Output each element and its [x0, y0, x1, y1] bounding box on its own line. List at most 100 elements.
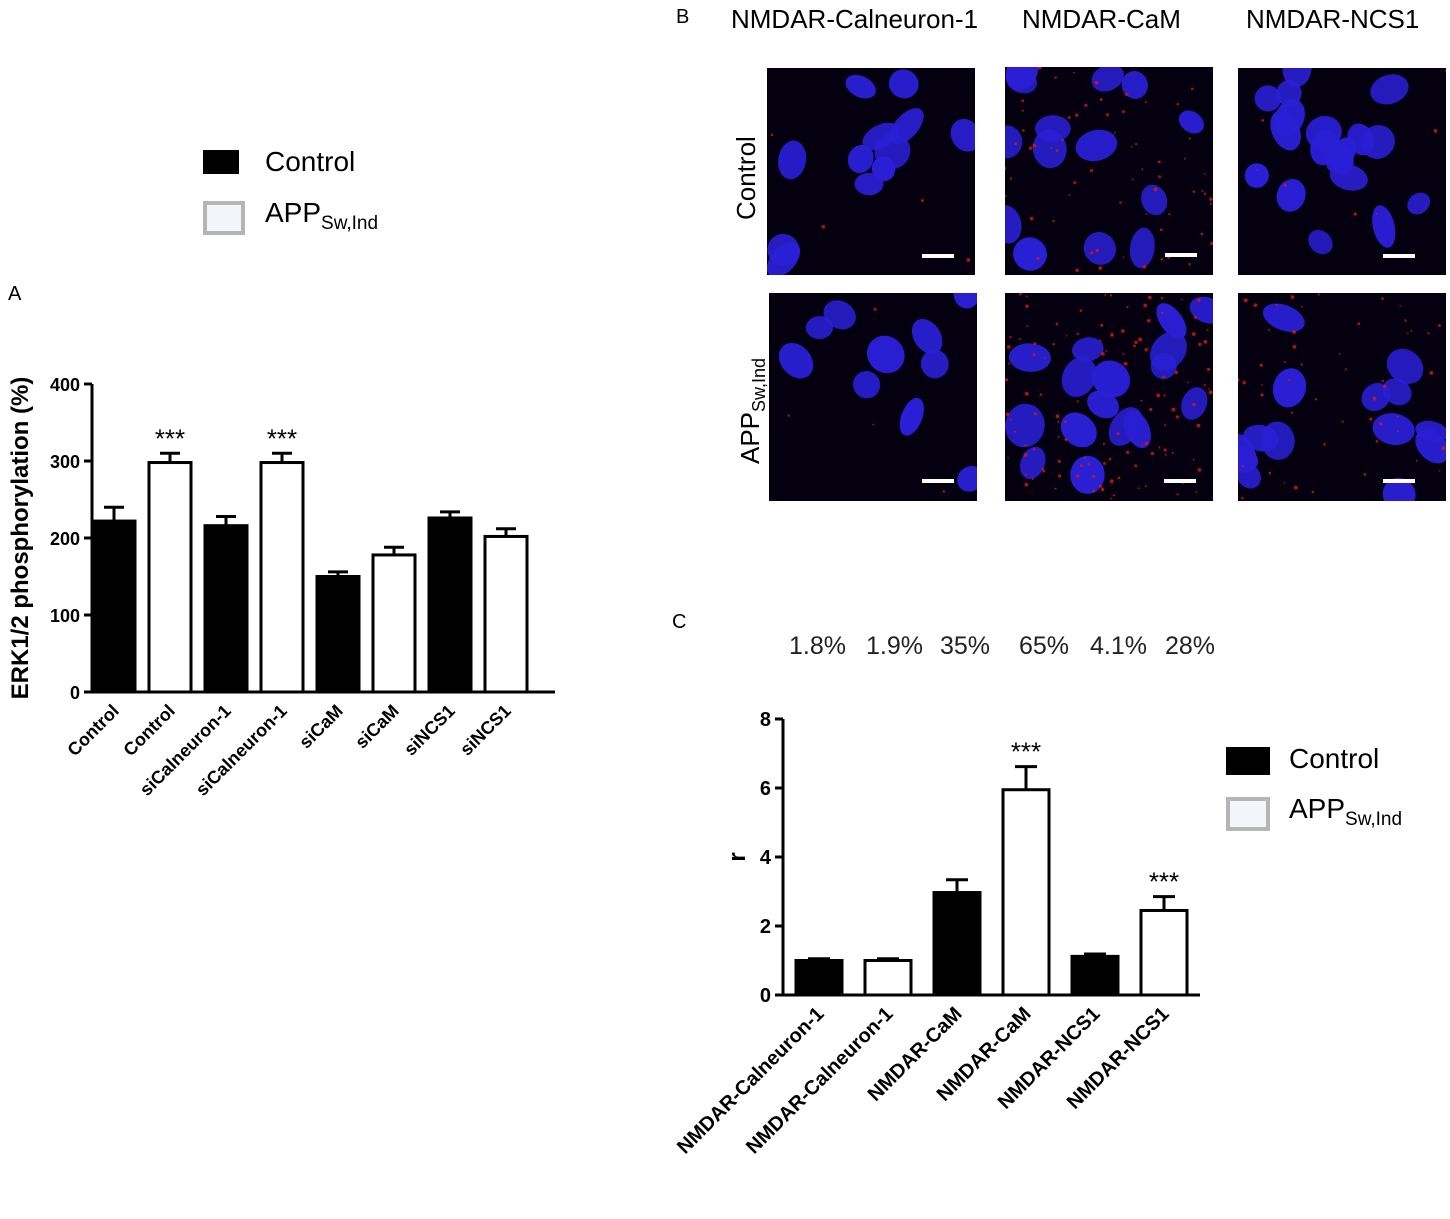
- nucleus: [1034, 115, 1071, 142]
- signal-dot: [1188, 262, 1191, 266]
- micrograph-canvas: [1238, 293, 1446, 501]
- signal-dot: [1210, 241, 1213, 246]
- signal-dot: [1079, 309, 1083, 312]
- nucleus: [874, 133, 911, 170]
- signal-dot: [1075, 268, 1079, 273]
- chart-c-y-tick-label: 2: [760, 916, 771, 938]
- chart-c-bar: [932, 891, 982, 997]
- signal-dot: [1067, 116, 1071, 119]
- signal-dot: [1188, 137, 1191, 140]
- micrograph-app-calneuron: [769, 293, 977, 501]
- signal-dot: [1160, 296, 1164, 300]
- nucleus: [1347, 123, 1375, 156]
- signal-dot: [1203, 383, 1206, 386]
- signal-dot: [1238, 379, 1240, 382]
- signal-dot: [1162, 375, 1166, 379]
- nucleus: [1407, 192, 1431, 215]
- signal-dot: [1383, 384, 1387, 388]
- nucleus: [805, 316, 834, 340]
- signal-dot: [1163, 394, 1166, 397]
- chart-c-significance-label: ***: [1149, 867, 1179, 897]
- signal-dot: [1113, 131, 1116, 134]
- signal-dot: [1268, 329, 1271, 332]
- nucleus: [957, 465, 977, 492]
- nucleus: [1274, 99, 1305, 137]
- signal-dot: [1208, 388, 1210, 390]
- chart-a-category-label: siCaM: [351, 701, 403, 753]
- signal-dot: [1292, 344, 1297, 349]
- signal-dot: [1292, 330, 1297, 335]
- signal-dot: [1242, 380, 1246, 385]
- signal-dot: [1089, 168, 1094, 173]
- micrograph-canvas: [1005, 67, 1213, 273]
- signal-dot: [1175, 415, 1179, 419]
- chart-c-bar: [863, 959, 913, 997]
- row-header-app: APPSw,Ind: [735, 357, 769, 464]
- signal-dot: [1438, 469, 1441, 472]
- signal-dot: [1283, 481, 1286, 484]
- chart-a-y-tick-label: 100: [50, 606, 80, 626]
- signal-dot: [1065, 334, 1068, 337]
- chart-a-bar: [427, 516, 473, 694]
- signal-dot: [1444, 70, 1446, 72]
- signal-dot: [1195, 491, 1198, 494]
- chart-a-category-label: siNCS1: [400, 701, 459, 760]
- signal-dot: [1087, 462, 1091, 466]
- signal-dot: [1005, 412, 1010, 416]
- chart-a-category-label: siCaM: [295, 701, 347, 753]
- scale-bar: [1164, 479, 1196, 483]
- chart-a-category-label: siCalneuron-1: [136, 701, 235, 800]
- signal-dot: [1021, 99, 1025, 103]
- signal-dot: [1192, 458, 1195, 461]
- chart-a-category-label: Control: [63, 701, 122, 760]
- signal-dot: [1041, 467, 1044, 470]
- signal-dot: [1164, 453, 1167, 456]
- signal-dot: [1073, 181, 1077, 185]
- signal-dot: [1091, 474, 1096, 478]
- signal-dot: [1037, 67, 1042, 70]
- signal-dot: [1147, 295, 1152, 300]
- signal-dot: [1427, 332, 1430, 335]
- signal-dot: [1415, 459, 1418, 462]
- signal-dot: [1057, 420, 1060, 423]
- signal-dot: [1404, 319, 1407, 322]
- chart-c-bar: [794, 959, 844, 997]
- nucleus: [1189, 296, 1213, 324]
- signal-dot: [1063, 420, 1067, 424]
- signal-dot: [1145, 213, 1148, 215]
- signal-dot: [1160, 257, 1164, 261]
- signal-dot: [1157, 160, 1161, 164]
- signal-dot: [1126, 306, 1129, 309]
- signal-dot: [1433, 128, 1438, 133]
- nucleus: [1083, 232, 1117, 265]
- row-header-control: Control: [731, 136, 761, 220]
- nucleus: [1415, 428, 1446, 464]
- signal-dot: [1171, 407, 1176, 412]
- chart-a-y-tick-label: 400: [50, 375, 80, 395]
- signal-dot: [1141, 168, 1144, 171]
- signal-dot: [1137, 487, 1140, 490]
- nucleus: [1150, 352, 1177, 380]
- signal-dot: [1375, 213, 1378, 215]
- signal-dot: [1036, 256, 1040, 260]
- nucleus: [1070, 455, 1105, 494]
- signal-dot: [1057, 459, 1061, 463]
- micrograph-canvas: [1244, 68, 1446, 255]
- signal-dot: [1024, 473, 1028, 476]
- signal-dot: [1104, 293, 1107, 296]
- nucleus: [1178, 110, 1204, 134]
- signal-dot: [1009, 418, 1012, 421]
- nucleus: [1282, 68, 1312, 88]
- signal-dot: [1410, 329, 1413, 332]
- signal-dot: [1142, 265, 1147, 269]
- chart-a-bar: [371, 553, 417, 694]
- signal-dot: [1176, 493, 1179, 496]
- signal-dot: [1268, 471, 1272, 475]
- signal-dot: [1183, 157, 1186, 160]
- legend-app-swatch: [203, 201, 245, 235]
- signal-dot: [1116, 432, 1120, 436]
- signal-dot: [1023, 453, 1028, 457]
- nucleus: [1254, 85, 1282, 112]
- signal-dot: [1007, 456, 1009, 459]
